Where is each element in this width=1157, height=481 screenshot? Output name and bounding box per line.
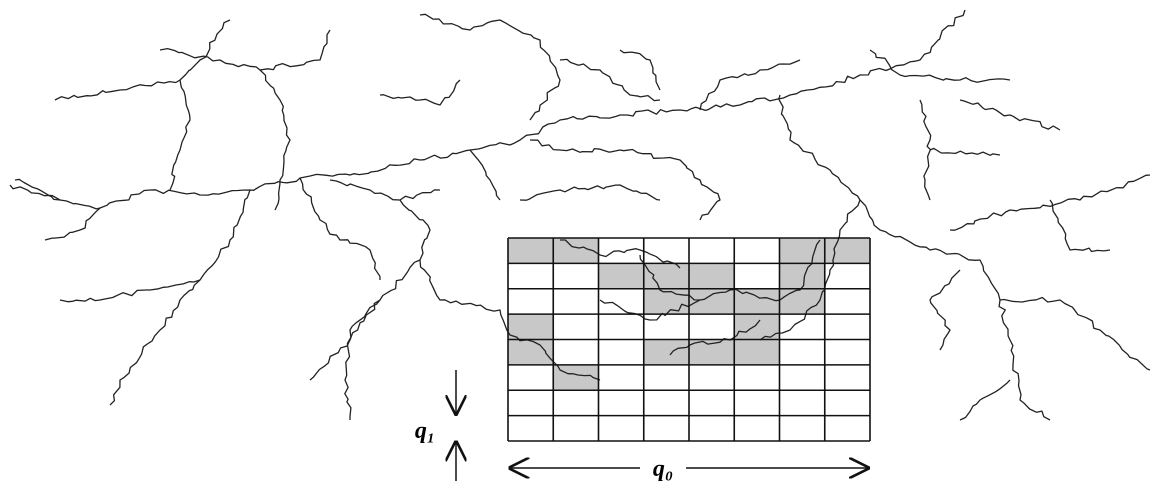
river — [1050, 200, 1110, 252]
shaded-cell — [780, 289, 825, 314]
river — [310, 300, 380, 380]
river — [55, 20, 230, 100]
river — [470, 150, 500, 200]
shaded-cell — [825, 238, 870, 263]
river — [560, 59, 660, 100]
diagram: q₀ q₁ — [0, 0, 1157, 481]
river — [920, 100, 931, 200]
shaded-cell — [644, 340, 689, 365]
river — [870, 50, 1010, 82]
river — [15, 179, 60, 200]
river-network — [10, 10, 1150, 420]
horizontal-label: q₀ — [653, 456, 673, 481]
river — [960, 100, 1060, 130]
river — [930, 270, 960, 350]
shaded-cell — [508, 314, 553, 339]
shaded-cell — [508, 340, 553, 365]
river — [10, 10, 965, 209]
river — [950, 175, 1150, 230]
shaded-cell — [599, 263, 644, 288]
river — [45, 208, 100, 240]
river — [160, 30, 330, 70]
river — [960, 380, 1010, 420]
river — [110, 190, 250, 405]
river — [930, 148, 1000, 155]
river — [520, 185, 660, 200]
shaded-cell — [644, 289, 689, 314]
shaded-cell — [780, 263, 825, 288]
river — [1000, 298, 1150, 371]
shaded-cell — [644, 263, 689, 288]
river — [400, 200, 600, 380]
river — [260, 70, 290, 210]
river — [170, 80, 190, 190]
shaded-cell — [553, 365, 598, 390]
river — [530, 140, 720, 220]
river — [330, 180, 440, 200]
river — [60, 280, 200, 302]
river — [620, 50, 660, 90]
river — [345, 260, 420, 420]
shaded-cell — [734, 340, 779, 365]
shaded-cell — [689, 263, 734, 288]
river — [380, 80, 460, 105]
shaded-cell — [508, 238, 553, 263]
river — [700, 60, 800, 110]
river — [300, 178, 380, 280]
vertical-label: q₁ — [415, 418, 435, 444]
